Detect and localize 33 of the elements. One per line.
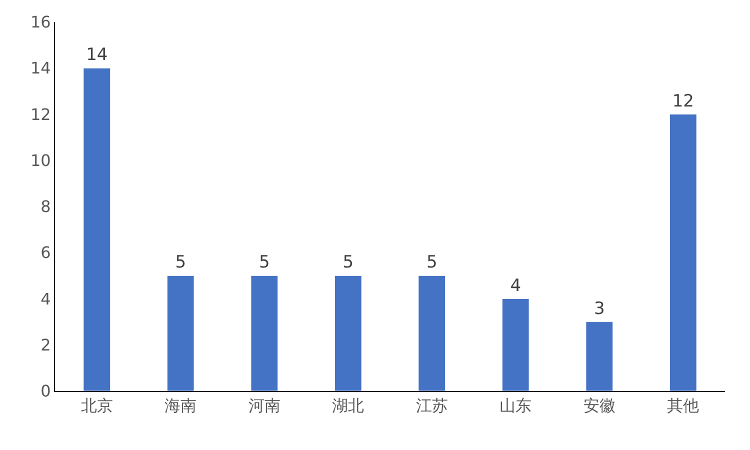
x-tick-label: 湖北 xyxy=(332,396,364,416)
data-label: 5 xyxy=(258,252,270,273)
y-tick-label: 2 xyxy=(40,335,51,354)
y-tick-label: 4 xyxy=(40,289,51,308)
bar xyxy=(586,322,614,391)
bar xyxy=(166,275,194,391)
bar xyxy=(418,275,446,391)
data-label: 4 xyxy=(510,276,522,296)
y-tick-label: 8 xyxy=(40,197,51,216)
data-label: 12 xyxy=(672,91,694,112)
bar xyxy=(502,298,530,391)
x-tick-label: 河南 xyxy=(248,396,280,416)
data-label: 5 xyxy=(426,252,438,273)
y-tick-label: 16 xyxy=(30,12,51,32)
x-tick-label: 江苏 xyxy=(416,396,448,416)
bar xyxy=(250,275,278,391)
y-tick-label: 10 xyxy=(30,150,51,170)
data-label: 3 xyxy=(594,298,605,319)
y-tick-label: 0 xyxy=(40,382,51,401)
y-tick-label: 12 xyxy=(30,104,51,124)
data-label: 14 xyxy=(86,45,108,66)
x-tick-label: 山东 xyxy=(500,396,532,416)
x-tick-label: 北京 xyxy=(80,396,113,416)
bar xyxy=(669,114,697,391)
x-tick-label: 安徽 xyxy=(583,396,616,416)
bar xyxy=(83,68,111,391)
data-label: 5 xyxy=(175,252,186,273)
data-label: 5 xyxy=(342,252,354,273)
x-tick-label: 其他 xyxy=(667,396,700,416)
x-tick-label: 海南 xyxy=(164,396,197,416)
y-tick-label: 6 xyxy=(40,243,51,262)
bar xyxy=(334,275,362,391)
y-tick-label: 14 xyxy=(30,58,51,78)
